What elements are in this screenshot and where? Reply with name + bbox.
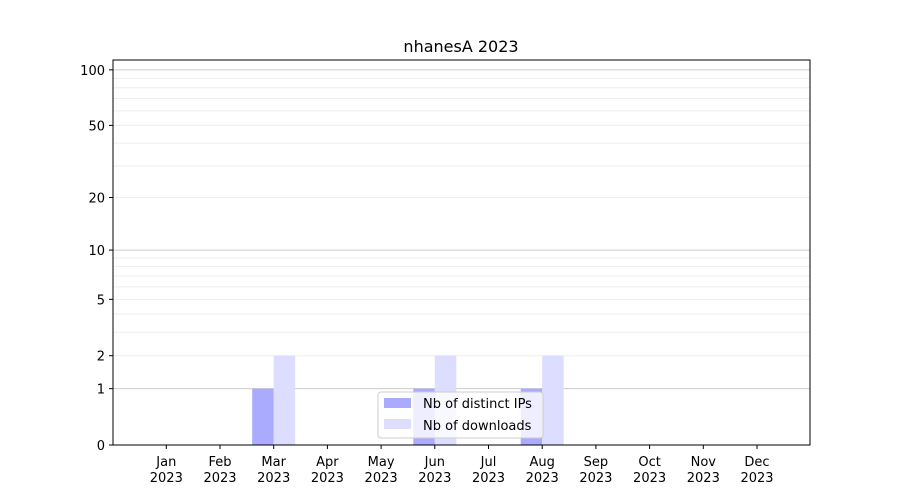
x-tick-label: Dec 2023 bbox=[740, 455, 773, 486]
x-tick-label: Jun 2023 bbox=[418, 455, 451, 486]
x-tick-label-line: 2023 bbox=[418, 471, 451, 486]
x-tick-label-line: Sep bbox=[584, 455, 609, 470]
x-tick-label-line: Feb bbox=[208, 455, 231, 470]
x-tick-label: Feb 2023 bbox=[203, 455, 236, 486]
legend-swatch-downloads bbox=[384, 419, 411, 429]
x-tick-label: Apr 2023 bbox=[311, 455, 344, 486]
y-tick-label: 20 bbox=[88, 192, 105, 207]
x-tick-label: Nov 2023 bbox=[687, 455, 720, 486]
y-tick-label: 2 bbox=[97, 350, 105, 365]
y-tick-label: 100 bbox=[80, 64, 105, 79]
x-tick-label-line: 2023 bbox=[311, 471, 344, 486]
x-tick-label-line: Jun bbox=[424, 455, 445, 470]
x-tick-label-line: Apr bbox=[316, 455, 339, 470]
x-tick-label-line: 2023 bbox=[472, 471, 505, 486]
x-tick-label-line: 2023 bbox=[257, 471, 290, 486]
axes-frame bbox=[112, 59, 811, 446]
x-tick-label: Sep 2023 bbox=[579, 455, 612, 486]
bar-downloads bbox=[273, 355, 296, 445]
y-tick-label: 5 bbox=[97, 293, 105, 308]
y-tick-label: 0 bbox=[97, 439, 105, 454]
x-tick-label: Mar 2023 bbox=[257, 455, 290, 486]
chart-title: nhanesA 2023 bbox=[403, 37, 518, 56]
x-tick-label-line: Aug bbox=[530, 455, 555, 470]
y-tick-label: 1 bbox=[97, 383, 105, 398]
x-tick-label-line: 2023 bbox=[633, 471, 666, 486]
x-tick-label: Aug 2023 bbox=[526, 455, 559, 486]
x-tick-label-line: 2023 bbox=[526, 471, 559, 486]
x-tick-label-line: May bbox=[368, 455, 395, 470]
y-tick-label: 50 bbox=[88, 119, 105, 134]
x-tick-label-line: 2023 bbox=[365, 471, 398, 486]
x-tick-label-line: 2023 bbox=[687, 471, 720, 486]
x-tick-label: Jan 2023 bbox=[150, 455, 183, 486]
x-tick-label: Oct 2023 bbox=[633, 455, 666, 486]
x-tick-label: May 2023 bbox=[365, 455, 398, 486]
y-tick-label: 10 bbox=[88, 244, 105, 259]
legend-box bbox=[377, 391, 544, 439]
x-tick-label-line: Jan bbox=[155, 455, 176, 470]
x-tick-label-line: 2023 bbox=[203, 471, 236, 486]
x-tick-label-line: Oct bbox=[638, 455, 660, 470]
legend-label-ips: Nb of distinct IPs bbox=[423, 397, 532, 412]
x-tick-label-line: Mar bbox=[261, 455, 286, 470]
x-tick-label-line: 2023 bbox=[150, 471, 183, 486]
legend: Nb of distinct IPs Nb of downloads bbox=[377, 391, 544, 439]
bar-downloads bbox=[542, 355, 564, 445]
x-tick-label-line: Dec bbox=[744, 455, 769, 470]
x-tick-label-line: Nov bbox=[691, 455, 717, 470]
legend-swatch-ips bbox=[384, 398, 411, 408]
x-tick-label-line: 2023 bbox=[740, 471, 773, 486]
legend-label-downloads: Nb of downloads bbox=[423, 419, 532, 434]
x-tick-label-line: Jul bbox=[480, 455, 497, 470]
x-tick-label: Jul 2023 bbox=[472, 455, 505, 486]
bar-distinct-ips bbox=[252, 388, 274, 445]
x-tick-label-line: 2023 bbox=[579, 471, 612, 486]
